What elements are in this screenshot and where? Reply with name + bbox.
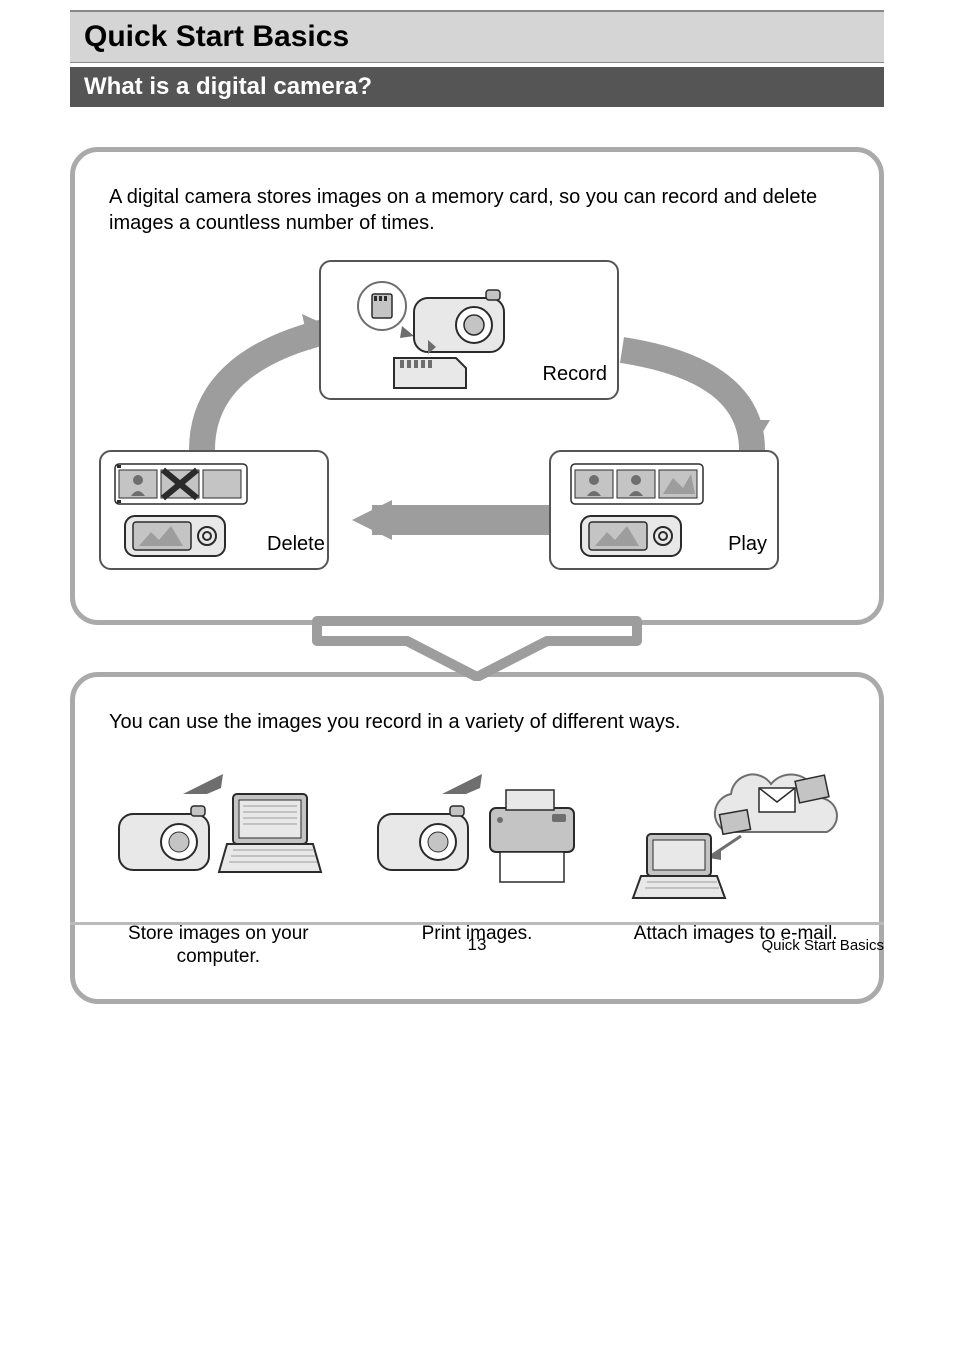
record-node: Record — [319, 260, 619, 400]
play-label: Play — [728, 533, 767, 560]
camera-play-icon — [561, 460, 712, 560]
title-bar: Quick Start Basics — [70, 10, 884, 63]
cycle-intro-text: A digital camera stores images on a memo… — [109, 184, 845, 236]
camera-delete-icon — [111, 460, 251, 560]
footer-section-label: Quick Start Basics — [761, 937, 884, 954]
play-node: Play — [549, 450, 779, 570]
panel-connector-arrow-icon — [70, 611, 884, 686]
page-number: 13 — [468, 935, 487, 955]
page-footer: 13 Quick Start Basics — [70, 922, 884, 954]
delete-label: Delete — [267, 533, 325, 560]
page-title: Quick Start Basics — [84, 20, 870, 54]
camera-to-email-icon — [616, 759, 855, 909]
camera-card-icon — [331, 280, 527, 390]
record-label: Record — [543, 363, 607, 390]
section-heading: What is a digital camera? — [84, 73, 870, 101]
cycle-panel: A digital camera stores images on a memo… — [70, 147, 884, 625]
camera-to-printer-icon — [358, 759, 597, 909]
section-bar: What is a digital camera? — [70, 67, 884, 107]
camera-to-laptop-icon — [99, 759, 338, 909]
cycle-diagram: Record — [99, 260, 855, 580]
delete-node: Delete — [99, 450, 329, 570]
uses-intro-text: You can use the images you record in a v… — [109, 709, 845, 735]
